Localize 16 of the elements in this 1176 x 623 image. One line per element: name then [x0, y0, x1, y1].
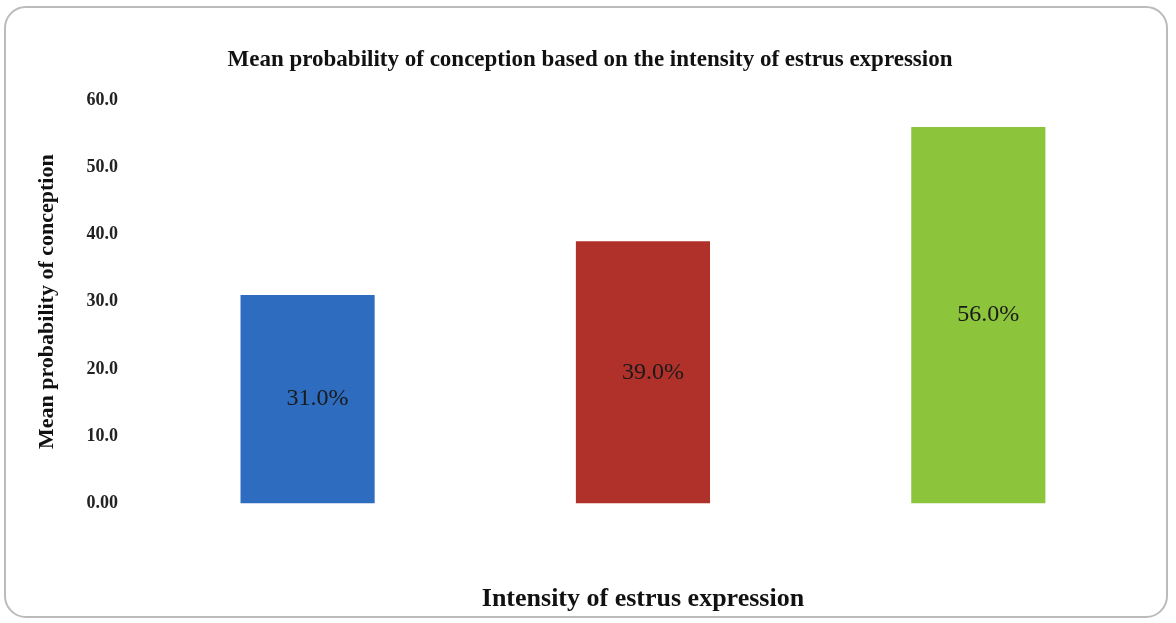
- data-label: 31.0%: [286, 384, 349, 411]
- y-tick-label: 40.0: [86, 223, 118, 244]
- y-tick-label: 30.0: [86, 290, 118, 311]
- y-tick-label: 10.0: [86, 424, 118, 445]
- y-axis-title: Mean probability of conception: [32, 154, 58, 450]
- y-tick-label: 60.0: [86, 88, 118, 109]
- bar: [575, 241, 711, 504]
- y-tick-label: 20.0: [86, 357, 118, 378]
- data-label: 39.0%: [621, 357, 684, 384]
- data-label: 56.0%: [957, 300, 1020, 327]
- y-tick-label: 0.00: [86, 492, 118, 513]
- x-axis-title: Intensity of estrus expression: [481, 583, 805, 613]
- bar: [240, 294, 375, 504]
- y-tick-label: 50.0: [86, 155, 118, 176]
- chart-title: Mean probability of conception based on the intensity of estrus expression: [226, 45, 954, 73]
- bar: [911, 126, 1046, 504]
